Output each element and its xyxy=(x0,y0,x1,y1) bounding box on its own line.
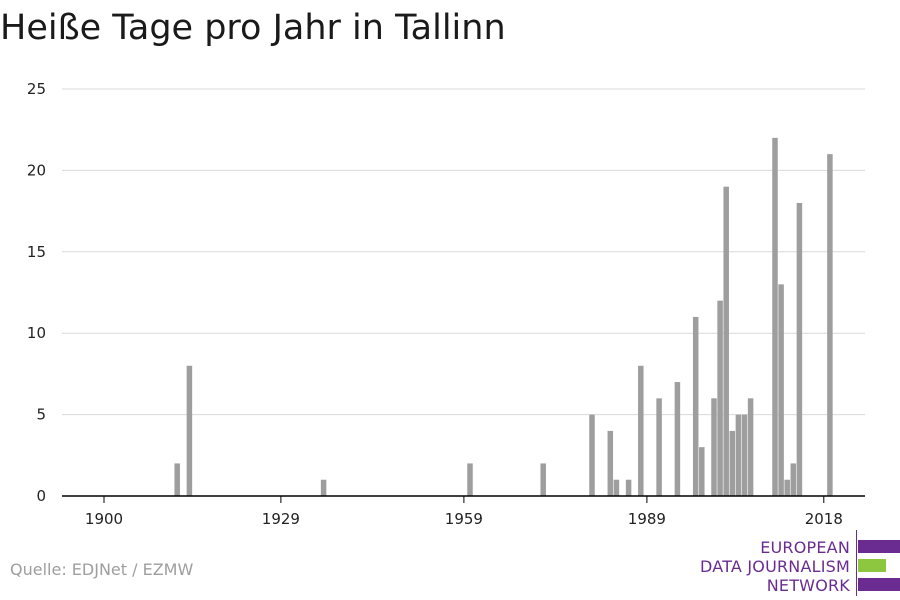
bar-2012 xyxy=(784,479,790,496)
logo-line-data-journalism: DATA JOURNALISM xyxy=(700,557,850,576)
bars xyxy=(174,137,833,496)
y-tick-label: 20 xyxy=(27,161,46,179)
bar-1997 xyxy=(692,316,699,496)
bar-1960 xyxy=(467,463,473,496)
bar-1986 xyxy=(625,479,632,496)
y-tick-label: 25 xyxy=(27,80,46,98)
bar-1984 xyxy=(613,479,620,496)
y-axis-ticks: 0 5 10 15 20 25 xyxy=(27,80,46,505)
x-tick-label: 1900 xyxy=(85,510,123,528)
bar-1912 xyxy=(174,463,180,496)
bar-1936 xyxy=(320,479,327,496)
bar-1998 xyxy=(699,447,705,496)
bar-1980 xyxy=(589,414,595,496)
x-tick-label: 1959 xyxy=(445,510,483,528)
bar-2013 xyxy=(790,463,797,496)
bar-2005 xyxy=(741,414,748,496)
bar-1991 xyxy=(656,398,662,496)
logo-line-network: NETWORK xyxy=(766,576,850,595)
y-tick-label: 0 xyxy=(36,487,46,505)
bar-2002 xyxy=(723,186,729,496)
bar-2010 xyxy=(772,137,778,496)
bar-1972 xyxy=(540,463,546,496)
bar-2003 xyxy=(729,430,736,496)
bar-1983 xyxy=(607,430,614,496)
bar-2019 xyxy=(827,154,833,496)
bar-1988 xyxy=(638,365,644,496)
edjnet-logo: EUROPEAN DATA JOURNALISM NETWORK xyxy=(700,530,900,596)
bar-1994 xyxy=(674,382,681,496)
bar-1914 xyxy=(186,365,193,496)
logo-line-european: EUROPEAN xyxy=(760,538,850,557)
bar-2000 xyxy=(711,398,717,496)
logo-bar-middle xyxy=(858,559,886,572)
bar-2011 xyxy=(778,284,784,496)
bar-2004 xyxy=(735,414,742,496)
logo-bar-bottom xyxy=(858,578,900,591)
bar-2014 xyxy=(796,202,803,496)
bar-2001 xyxy=(717,300,723,496)
x-tick-label: 2018 xyxy=(805,510,843,528)
x-tick-label: 1989 xyxy=(628,510,666,528)
y-tick-label: 10 xyxy=(27,324,46,342)
y-tick-label: 5 xyxy=(36,406,46,424)
chart-title: Heiße Tage pro Jahr in Tallinn xyxy=(0,8,506,48)
source-note: Quelle: EDJNet / EZMW xyxy=(10,560,194,579)
bar-2006 xyxy=(747,398,754,496)
logo-bar-top xyxy=(858,540,900,553)
logo-divider xyxy=(856,530,857,596)
y-tick-label: 15 xyxy=(27,243,46,261)
x-tick-label: 1929 xyxy=(262,510,300,528)
gridlines xyxy=(62,88,865,416)
x-axis-ticks: 1900 1929 1959 1989 2018 xyxy=(85,496,843,528)
